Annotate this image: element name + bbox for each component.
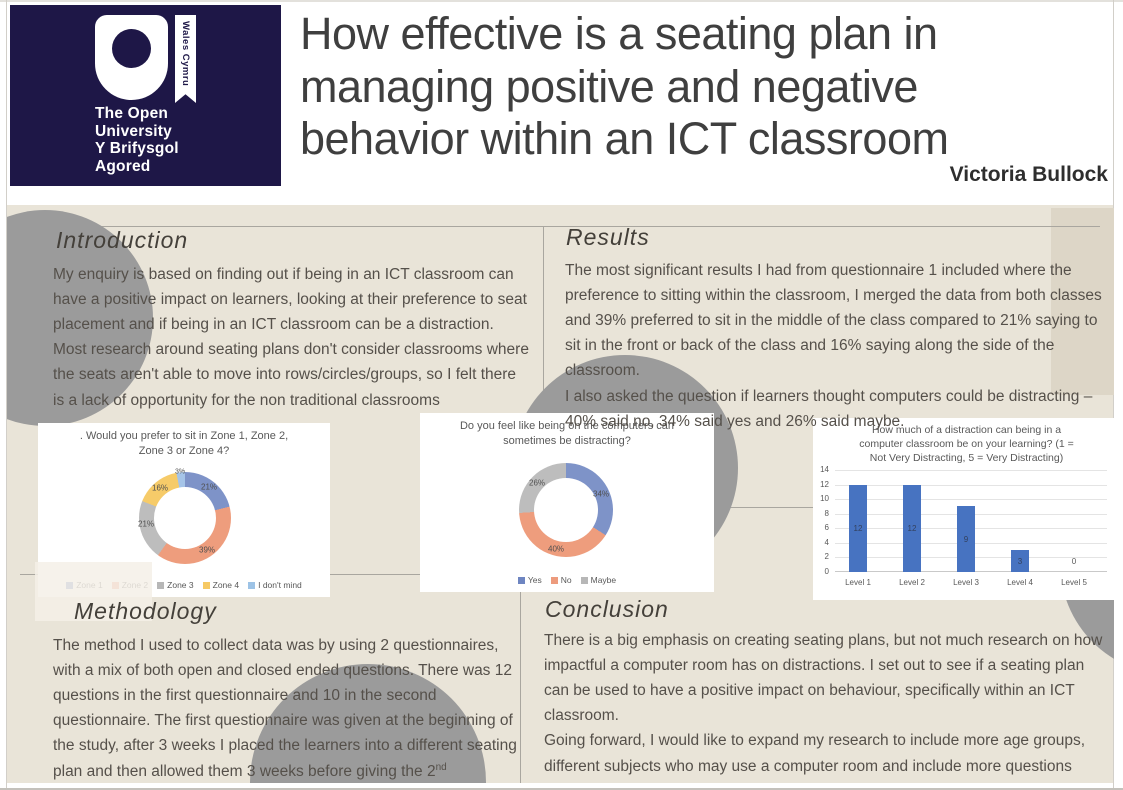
legend-item: Yes <box>517 575 542 585</box>
decor-rectangle <box>1051 208 1114 395</box>
legend-swatch-icon <box>248 582 256 589</box>
slice-label-maybe: 26% <box>528 478 546 488</box>
results-heading: Results <box>566 224 650 250</box>
open-university-logo: Wales Cymru The Open University Y Brifys… <box>10 5 281 186</box>
decor-square <box>35 562 152 621</box>
legend-item: Zone 3 <box>157 580 194 590</box>
bar-level3: 9 <box>957 506 975 572</box>
bar-level5-label: 0 <box>1071 557 1077 566</box>
legend-swatch-icon <box>550 577 558 584</box>
section-divider-top <box>48 226 1100 227</box>
y-axis-tick: 4 <box>824 537 829 547</box>
ordinal-suffix: nd <box>435 761 447 773</box>
results-text: The most significant results I had from … <box>565 262 1102 430</box>
y-axis-tick: 0 <box>824 567 829 576</box>
legend-item: No <box>550 575 572 585</box>
chart-legend: Yes No Maybe <box>420 575 714 585</box>
legend-item: Zone 4 <box>202 580 239 590</box>
slice-label-zone1: 21% <box>200 482 218 492</box>
conclusion-text: There is a big emphasis on creating seat… <box>544 632 1103 783</box>
chart-card-distraction-levels: How much of a distraction can being in a… <box>813 418 1114 600</box>
legend-item: Maybe <box>580 575 616 585</box>
methodology-text: The method I used to collect data was by… <box>53 633 523 783</box>
donut-chart-computer-distraction <box>519 463 613 557</box>
chart-title: How much of a distraction can being in a… <box>859 424 1074 464</box>
y-axis-tick: 12 <box>820 479 829 489</box>
donut-chart-zone-preference <box>139 472 231 564</box>
bar-plot-area: 12 12 9 3 0 <box>835 470 1107 572</box>
x-axis-label: Level 4 <box>1007 578 1033 587</box>
poster-author: Victoria Bullock <box>949 163 1108 186</box>
y-axis-tick: 14 <box>820 465 829 474</box>
gridline <box>835 484 1107 486</box>
slice-label-yes: 34% <box>592 489 610 499</box>
legend-swatch-icon <box>157 582 165 589</box>
introduction-text: My enquiry is based on finding out if be… <box>53 266 529 409</box>
slice-label-zone4: 16% <box>151 483 169 493</box>
methodology-text-main: The method I used to collect data was by… <box>53 637 517 780</box>
legend-swatch-icon <box>517 577 525 584</box>
y-axis-tick: 2 <box>824 552 829 562</box>
slice-label-no: 40% <box>547 544 565 554</box>
legend-swatch-icon <box>202 582 210 589</box>
bar-level2: 12 <box>903 484 921 572</box>
y-axis-tick: 10 <box>820 494 829 504</box>
legend-swatch-icon <box>580 577 588 584</box>
methodology-heading: Methodology <box>74 598 217 624</box>
y-axis-tick: 8 <box>824 508 829 518</box>
poster-body: Introduction My enquiry is based on find… <box>7 205 1114 783</box>
ou-shield-icon <box>95 15 168 100</box>
wales-ribbon: Wales Cymru <box>175 15 196 103</box>
ribbon-text: Wales Cymru <box>180 21 191 87</box>
page-border-top <box>0 0 1123 2</box>
gridline <box>835 499 1107 501</box>
bar-level4: 3 <box>1011 550 1029 572</box>
chart-card-computer-distraction: Do you feel like being on the computers … <box>420 413 714 592</box>
slice-label-zone3: 21% <box>137 519 155 529</box>
y-axis-tick: 6 <box>824 523 829 533</box>
bar-level1: 12 <box>849 484 867 572</box>
poster-title: How effective is a seating plan in manag… <box>300 8 949 165</box>
x-axis-label: Level 5 <box>1061 578 1087 587</box>
conclusion-heading: Conclusion <box>545 596 669 622</box>
chart-card-zone-preference: . Would you prefer to sit in Zone 1, Zon… <box>38 423 330 597</box>
ou-shield-dot-icon <box>112 29 151 68</box>
column-divider-bottom <box>520 574 521 783</box>
x-axis-label: Level 2 <box>899 578 925 587</box>
x-axis-label: Level 1 <box>845 578 871 587</box>
x-axis-label: Level 3 <box>953 578 979 587</box>
chart-title: . Would you prefer to sit in Zone 1, Zon… <box>79 430 289 457</box>
chart-title: Do you feel like being on the computers … <box>459 420 675 447</box>
ou-wordmark: The Open University Y Brifysgol Agored <box>95 105 179 175</box>
page-border-left <box>6 0 7 790</box>
introduction-heading: Introduction <box>56 227 189 253</box>
slice-label-dont-mind: 3% <box>174 468 186 476</box>
slice-label-zone2: 39% <box>198 545 216 555</box>
gridline <box>835 470 1107 471</box>
legend-item: I don't mind <box>248 580 302 590</box>
page-border-right <box>1113 0 1114 790</box>
page-border-bottom <box>0 788 1123 790</box>
